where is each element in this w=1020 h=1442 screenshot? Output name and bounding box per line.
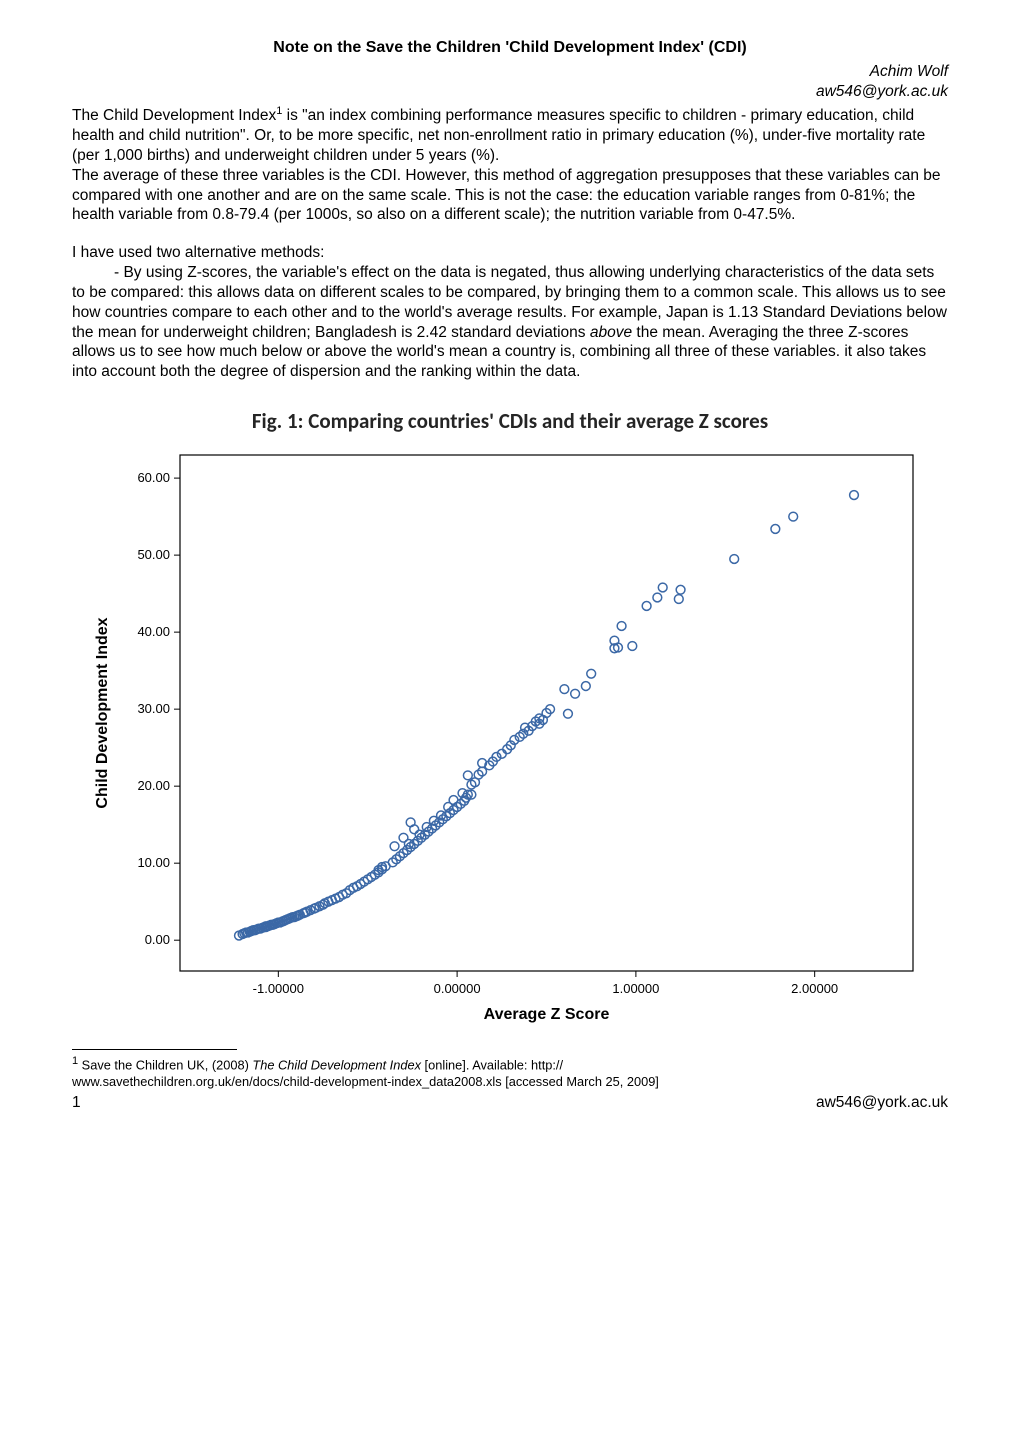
author-email: aw546@york.ac.uk xyxy=(72,82,948,102)
svg-text:60.00: 60.00 xyxy=(137,470,170,485)
svg-text:-1.00000: -1.00000 xyxy=(253,981,304,996)
svg-text:0.00: 0.00 xyxy=(145,932,170,947)
figure-title: Fig. 1: Comparing countries' CDIs and th… xyxy=(72,408,948,435)
page-footer: 1 aw546@york.ac.uk xyxy=(72,1093,948,1113)
svg-text:Average Z Score: Average Z Score xyxy=(484,1006,610,1023)
footnote-text-b: [online]. Available: http:// xyxy=(421,1057,563,1072)
page-number: 1 xyxy=(72,1093,81,1113)
para-4: - By using Z-scores, the variable's effe… xyxy=(72,263,948,382)
footnote-text-a: Save the Children UK, (2008) xyxy=(78,1057,252,1072)
footnote-italic: The Child Development Index xyxy=(252,1057,421,1072)
svg-text:30.00: 30.00 xyxy=(137,701,170,716)
svg-text:20.00: 20.00 xyxy=(137,778,170,793)
doc-title: Note on the Save the Children 'Child Dev… xyxy=(72,38,948,58)
para-3: I have used two alternative methods: xyxy=(72,243,948,263)
svg-text:0.00000: 0.00000 xyxy=(434,981,481,996)
para-1: The Child Development Index1 is "an inde… xyxy=(72,104,948,166)
para-2: The average of these three variables is … xyxy=(72,166,948,225)
svg-text:2.00000: 2.00000 xyxy=(791,981,838,996)
footnote-rule xyxy=(72,1049,237,1050)
svg-text:1.00000: 1.00000 xyxy=(612,981,659,996)
footer-email: aw546@york.ac.uk xyxy=(816,1093,948,1113)
svg-text:Child Development Index: Child Development Index xyxy=(94,617,111,808)
author: Achim Wolf xyxy=(72,62,948,82)
footnote-1: 1 Save the Children UK, (2008) The Child… xyxy=(72,1054,948,1091)
para-4-italic: above xyxy=(590,324,632,341)
scatter-chart: -1.00000 0.00000 1.00000 2.00000 0.00 10.00 20… xyxy=(72,441,948,1031)
footnote-text-c: www.savethechildren.org.uk/en/docs/child… xyxy=(72,1074,659,1089)
chart-svg: -1.00000 0.00000 1.00000 2.00000 0.00 10.00 20… xyxy=(85,441,935,1031)
svg-text:50.00: 50.00 xyxy=(137,547,170,562)
svg-text:40.00: 40.00 xyxy=(137,624,170,639)
svg-text:10.00: 10.00 xyxy=(137,855,170,870)
para-1-a: The Child Development Index xyxy=(72,107,276,124)
